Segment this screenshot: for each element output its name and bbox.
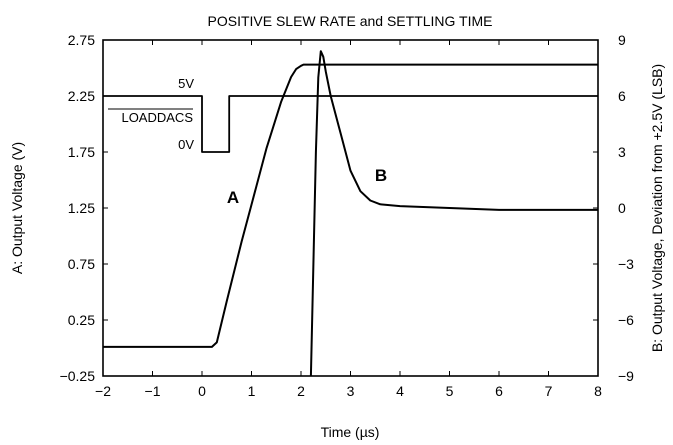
y-right-tick-label: 3 bbox=[618, 144, 626, 160]
y-axis-left-title: A: Output Voltage (V) bbox=[9, 142, 25, 274]
data-series bbox=[103, 50, 598, 377]
y-left-tick-label: −0.25 bbox=[60, 368, 96, 384]
high-level-label: 5V bbox=[178, 76, 194, 91]
y-left-tick-label: 0.75 bbox=[68, 256, 95, 272]
x-tick-label: −2 bbox=[95, 383, 111, 399]
x-tick-label: 4 bbox=[396, 383, 404, 399]
x-tick-label: 8 bbox=[594, 383, 602, 399]
y-right-tick-label: 6 bbox=[618, 88, 626, 104]
y-left-tick-label: 1.25 bbox=[68, 200, 95, 216]
series-line-loaddacs bbox=[103, 95, 598, 153]
y-left-tick-label: 1.75 bbox=[68, 144, 95, 160]
y-left-tick-label: 0.25 bbox=[68, 312, 95, 328]
axis-ticks: −2 −1 0 1 2 3 4 5 6 7 8 2.75 2.25 1.75 1.25 0.75 0.25 −0.… bbox=[60, 32, 635, 399]
y-left-tick-label: 2.25 bbox=[68, 88, 95, 104]
x-tick-label: 6 bbox=[495, 383, 503, 399]
y-right-tick-label: −6 bbox=[618, 312, 634, 328]
x-tick-label: 2 bbox=[297, 383, 305, 399]
x-tick-label: 0 bbox=[198, 383, 206, 399]
series-line-b bbox=[309, 50, 598, 377]
chart-title: POSITIVE SLEW RATE and SETTLING TIME bbox=[208, 13, 493, 29]
low-level-label: 0V bbox=[178, 137, 194, 152]
y-right-tick-label: −9 bbox=[618, 368, 634, 384]
x-tick-label: 7 bbox=[545, 383, 553, 399]
x-tick-label: 5 bbox=[446, 383, 454, 399]
x-tick-label: 3 bbox=[347, 383, 355, 399]
y-left-tick-label: 2.75 bbox=[68, 32, 95, 48]
x-tick-label: −1 bbox=[145, 383, 161, 399]
series-line-a bbox=[103, 63, 598, 348]
curve-a-label: A bbox=[227, 188, 239, 207]
y-right-tick-label: 9 bbox=[618, 32, 626, 48]
plot-frame bbox=[102, 39, 599, 377]
y-right-tick-label: 0 bbox=[618, 200, 626, 216]
y-axis-right-title: B: Output Voltage, Deviation from +2.5V … bbox=[649, 64, 665, 352]
x-axis-title: Time (µs) bbox=[321, 424, 380, 440]
curve-b-label: B bbox=[375, 166, 387, 185]
loaddacs-label: LOADDACS bbox=[121, 110, 193, 125]
y-right-tick-label: −3 bbox=[618, 256, 634, 272]
x-tick-label: 1 bbox=[248, 383, 256, 399]
